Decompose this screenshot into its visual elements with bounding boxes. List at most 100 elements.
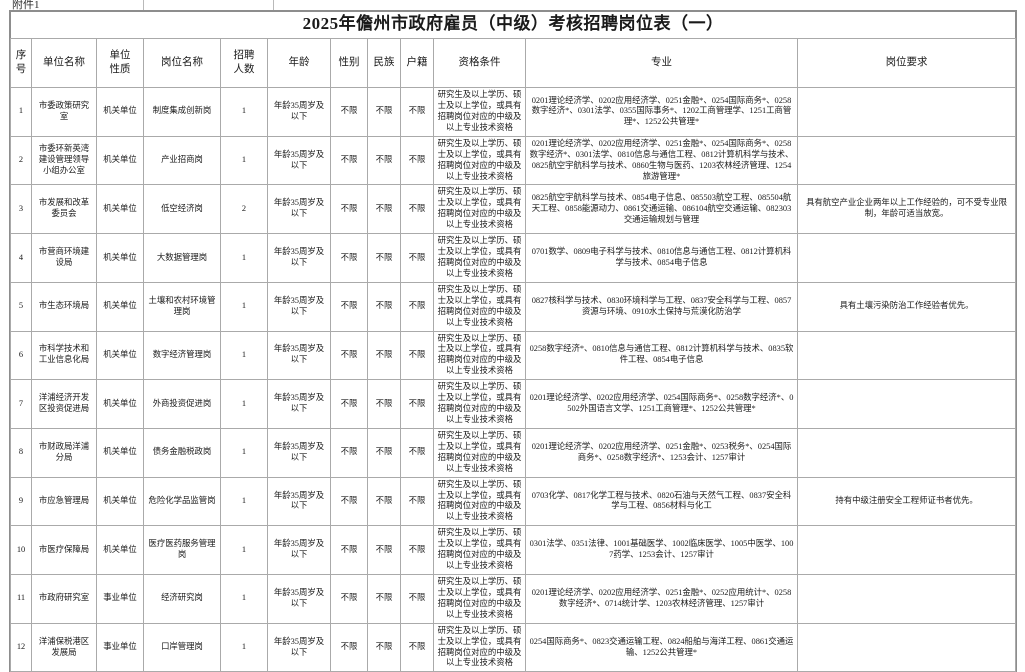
cell-unit-nature: 机关单位	[96, 525, 144, 575]
table-header-row: 序号 单位名称 单位 性质 岗位名称 招聘 人数 年龄 性别 民族 户籍 资格条件 …	[10, 38, 1017, 89]
cell-post-name: 低空经济岗	[143, 184, 221, 235]
cell-post-name: 医疗医药服务管理岗	[143, 525, 221, 575]
page-title: 2025年儋州市政府雇员（中级）考核招聘岗位表（一）	[9, 10, 1017, 40]
cell-hukou-limit: 不限	[400, 622, 434, 672]
table-row: 4 市营商环境建设局 机关单位 大数据管理岗 1 年龄35周岁及以下 不限 不限 不限 研究生及以…	[10, 233, 1017, 283]
cell-major-list: 0701数学、0809电子科学与技术、0810信息与通信工程、0812计算机科学…	[525, 233, 798, 283]
cell-recruit-count: 1	[220, 622, 268, 672]
cell-row-index: 8	[10, 427, 32, 478]
cell-sex-limit: 不限	[330, 622, 368, 672]
cell-row-index: 4	[10, 233, 32, 283]
cell-post-requirement	[796, 87, 1017, 137]
cell-unit-name: 洋浦经济开发区投资促进局	[31, 379, 97, 429]
cell-unit-name: 市发展和改革委员会	[31, 184, 97, 235]
unit-nature-line-2: 性质	[109, 64, 131, 76]
cell-recruit-count: 1	[220, 135, 268, 186]
cell-unit-nature: 机关单位	[96, 135, 144, 186]
cell-hukou-limit: 不限	[400, 573, 434, 624]
cell-major-list: 0258数字经济*、0810信息与通信工程、0812计算机科学与技术、0835软…	[525, 330, 798, 381]
table-row: 11 市政府研究室 事业单位 经济研究岗 1 年龄35周岁及以下 不限 不限 不限 研究生及以上学…	[10, 573, 1017, 624]
cell-post-requirement	[796, 525, 1017, 575]
cell-major-list: 0201理论经济学、0202应用经济学、0251金融*、0254国际商务*、02…	[525, 135, 798, 186]
column-header-hukou: 户籍	[400, 38, 434, 89]
cell-ethnicity-limit: 不限	[367, 233, 401, 283]
cell-post-name: 经济研究岗	[143, 573, 221, 624]
table-row: 2 市委环新英湾建设管理领导小组办公室 机关单位 产业招商岗 1 年龄35周岁及以下 不限不…	[10, 135, 1017, 186]
table-title-row: 2025年儋州市政府雇员（中级）考核招聘岗位表（一）	[9, 10, 1017, 40]
column-header-sex: 性别	[330, 38, 368, 89]
cell-major-list: 0301法学、0351法律、1001基础医学、1002临床医学、1005中医学、…	[525, 525, 798, 575]
cell-post-requirement: 具有土壤污染防治工作经验者优先。	[796, 281, 1017, 332]
cell-ethnicity-limit: 不限	[367, 573, 401, 624]
cell-major-list: 0703化学、0817化学工程与技术、0820石油与天然气工程、0837安全科学…	[525, 476, 798, 527]
cell-post-name: 数字经济管理岗	[143, 330, 221, 381]
cell-row-index: 5	[10, 281, 32, 332]
cell-age-limit: 年龄35周岁及以下	[267, 427, 331, 478]
cell-qualification-condition: 研究生及以上学历、硕士及以上学位，或具有招聘岗位对应的中级及以上专业技术资格	[433, 427, 526, 478]
column-header-major: 专业	[525, 38, 798, 89]
cell-major-list: 0254国际商务*、0823交通运输工程、0824船舶与海洋工程、0861交通运…	[525, 622, 798, 672]
cell-recruit-count: 1	[220, 525, 268, 575]
column-header-unit-nature: 单位 性质	[96, 38, 144, 89]
cell-sex-limit: 不限	[330, 87, 368, 137]
cell-recruit-count: 1	[220, 427, 268, 478]
cell-post-name: 口岸管理岗	[143, 622, 221, 672]
cell-post-name: 大数据管理岗	[143, 233, 221, 283]
table-body: 1 市委政策研究室 机关单位 制度集成创新岗 1 年龄35周岁及以下 不限 不限 不限 研究生及以…	[10, 87, 1017, 672]
cell-post-name: 土壤和农村环境管理岗	[143, 281, 221, 332]
cell-ethnicity-limit: 不限	[367, 87, 401, 137]
cell-age-limit: 年龄35周岁及以下	[267, 330, 331, 381]
cell-age-limit: 年龄35周岁及以下	[267, 525, 331, 575]
cell-post-requirement: 持有中级注册安全工程师证书者优先。	[796, 476, 1017, 527]
cell-hukou-limit: 不限	[400, 427, 434, 478]
cell-unit-name: 洋浦保税港区发展局	[31, 622, 97, 672]
table-row: 8 市财政局洋浦分局 机关单位 债务金融税政岗 1 年龄35周岁及以下 不限 不限 不限 研究生及…	[10, 427, 1017, 478]
cell-hukou-limit: 不限	[400, 87, 434, 137]
cell-recruit-count: 2	[220, 184, 268, 235]
cell-post-requirement	[796, 573, 1017, 624]
table-row: 3 市发展和改革委员会 机关单位 低空经济岗 2 年龄35周岁及以下 不限 不限 不限 研究生及以…	[10, 184, 1017, 235]
cell-hukou-limit: 不限	[400, 379, 434, 429]
cell-recruit-count: 1	[220, 476, 268, 527]
cell-qualification-condition: 研究生及以上学历、硕士及以上学位，或具有招聘岗位对应的中级及以上专业技术资格	[433, 233, 526, 283]
cell-qualification-condition: 研究生及以上学历、硕士及以上学位，或具有招聘岗位对应的中级及以上专业技术资格	[433, 87, 526, 137]
cell-qualification-condition: 研究生及以上学历、硕士及以上学位，或具有招聘岗位对应的中级及以上专业技术资格	[433, 573, 526, 624]
cell-age-limit: 年龄35周岁及以下	[267, 573, 331, 624]
cell-unit-name: 市生态环境局	[31, 281, 97, 332]
cell-unit-nature: 机关单位	[96, 330, 144, 381]
cell-ethnicity-limit: 不限	[367, 525, 401, 575]
cell-ethnicity-limit: 不限	[367, 427, 401, 478]
cell-hukou-limit: 不限	[400, 233, 434, 283]
cell-unit-nature: 机关单位	[96, 87, 144, 137]
cell-sex-limit: 不限	[330, 184, 368, 235]
column-header-qualification: 资格条件	[433, 38, 526, 89]
cell-post-name: 外商投资促进岗	[143, 379, 221, 429]
cell-unit-name: 市应急管理局	[31, 476, 97, 527]
cell-sex-limit: 不限	[330, 427, 368, 478]
cell-unit-name: 市医疗保障局	[31, 525, 97, 575]
cell-qualification-condition: 研究生及以上学历、硕士及以上学位，或具有招聘岗位对应的中级及以上专业技术资格	[433, 622, 526, 672]
cell-sex-limit: 不限	[330, 525, 368, 575]
cell-post-name: 产业招商岗	[143, 135, 221, 186]
cell-sex-limit: 不限	[330, 135, 368, 186]
cell-hukou-limit: 不限	[400, 330, 434, 381]
cell-unit-nature: 机关单位	[96, 379, 144, 429]
cell-ethnicity-limit: 不限	[367, 184, 401, 235]
cell-row-index: 12	[10, 622, 32, 672]
cell-unit-nature: 机关单位	[96, 476, 144, 527]
cell-major-list: 0201理论经济学、0202应用经济学、0251金融*、0254国际商务*、02…	[525, 87, 798, 137]
cell-unit-nature: 机关单位	[96, 233, 144, 283]
cell-age-limit: 年龄35周岁及以下	[267, 87, 331, 137]
cell-major-list: 0825航空宇航科学与技术、0854电子信息、085503航空工程、085504…	[525, 184, 798, 235]
cut-off-cell-2	[144, 0, 274, 10]
cell-recruit-count: 1	[220, 330, 268, 381]
cell-post-requirement: 具有航空产业企业两年以上工作经验的，可不受专业限制，年龄可适当放宽。	[796, 184, 1017, 235]
cell-unit-name: 市财政局洋浦分局	[31, 427, 97, 478]
cell-sex-limit: 不限	[330, 573, 368, 624]
cell-hukou-limit: 不限	[400, 525, 434, 575]
cell-post-name: 危险化学品监管岗	[143, 476, 221, 527]
table-row: 10 市医疗保障局 机关单位 医疗医药服务管理岗 1 年龄35周岁及以下 不限 不限 不限 研究生…	[10, 525, 1017, 575]
cell-unit-nature: 事业单位	[96, 573, 144, 624]
table-row: 7 洋浦经济开发区投资促进局 机关单位 外商投资促进岗 1 年龄35周岁及以下 不限 不限 不限…	[10, 379, 1017, 429]
cell-major-list: 0201理论经济学、0202应用经济学、0254国际商务*、0258数字经济*、…	[525, 379, 798, 429]
